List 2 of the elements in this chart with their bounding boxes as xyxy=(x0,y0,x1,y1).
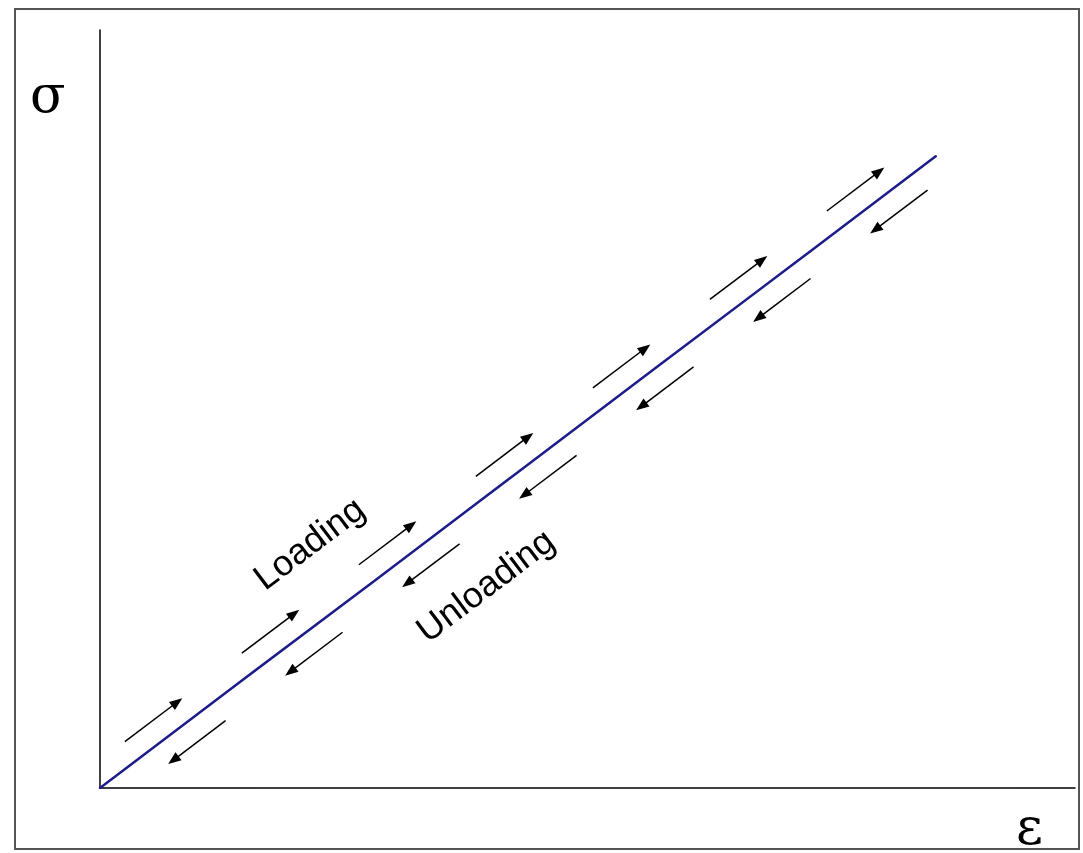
x-axis-title: ε xyxy=(1016,796,1044,853)
y-axis-title: σ xyxy=(30,64,66,124)
